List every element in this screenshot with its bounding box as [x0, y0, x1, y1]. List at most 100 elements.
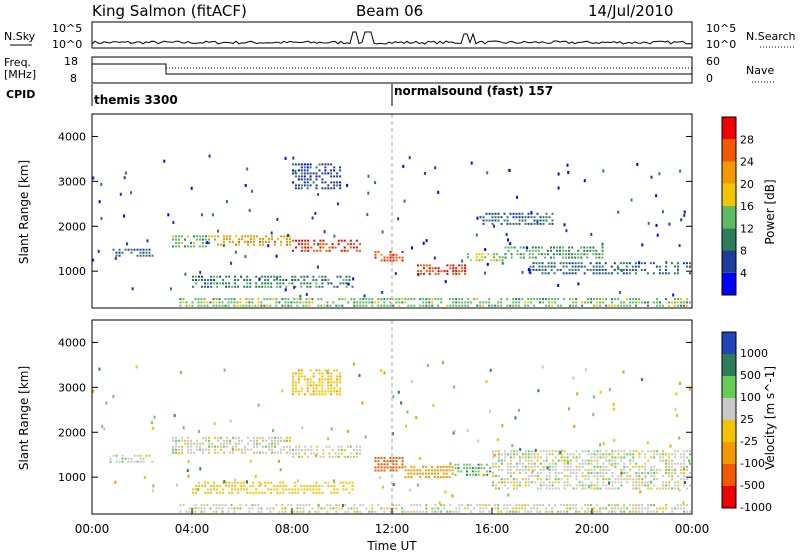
echo-cell	[292, 449, 294, 452]
echo-cell	[380, 507, 383, 510]
echo-cell	[596, 510, 599, 513]
echo-cell	[509, 450, 512, 453]
echo-cell	[644, 468, 647, 471]
echo-speck	[114, 480, 117, 484]
echo-speck	[244, 184, 247, 187]
echo-cell	[330, 169, 333, 172]
echo-cell	[629, 453, 632, 456]
echo-cell	[602, 478, 605, 481]
echo-cell	[436, 472, 439, 475]
echo-cell	[395, 504, 398, 507]
echo-cell	[584, 459, 587, 462]
echo-cell	[220, 442, 222, 445]
echo-cell	[319, 239, 322, 242]
echo-cell	[534, 246, 537, 249]
echo-cell	[237, 481, 240, 484]
echo-cell	[428, 272, 431, 275]
echo-cell	[345, 279, 348, 281]
echo-cell	[328, 452, 331, 455]
echo-cell	[677, 507, 679, 510]
echo-cell	[593, 453, 596, 456]
echo-cell	[306, 485, 309, 487]
echo-cell	[419, 510, 422, 513]
echo-cell	[562, 262, 565, 265]
echo-cell	[303, 181, 306, 184]
echo-speck	[641, 243, 644, 247]
echo-cell	[686, 265, 688, 268]
echo-cell	[593, 510, 596, 513]
echo-cell	[671, 478, 674, 481]
echo-cell	[235, 436, 237, 439]
echo-cell	[383, 298, 386, 301]
echo-cell	[238, 439, 240, 442]
echo-cell	[665, 481, 668, 484]
echo-cell	[404, 301, 407, 304]
echo-cell	[587, 462, 590, 465]
echo-cell	[321, 187, 324, 190]
echo-cell	[560, 450, 563, 453]
echo-cell	[662, 304, 664, 307]
echo-cell	[482, 216, 485, 219]
echo-cell	[584, 484, 587, 487]
echo-cell	[488, 212, 491, 215]
echo-cell	[262, 451, 264, 454]
echo-cell	[605, 298, 608, 301]
echo-cell	[296, 504, 299, 507]
echo-cell	[644, 481, 647, 484]
echo-cell	[277, 238, 279, 241]
echo-cell	[629, 475, 632, 478]
echo-cell	[512, 478, 515, 481]
echo-cell	[476, 304, 479, 307]
echo-cell	[446, 510, 449, 513]
echo-cell	[551, 212, 554, 215]
echo-cell	[312, 375, 315, 378]
echo-cell	[285, 279, 288, 281]
echo-speck	[592, 413, 595, 417]
echo-cell	[306, 285, 309, 288]
echo-cell	[338, 304, 341, 307]
echo-cell	[339, 282, 342, 285]
echo-cell	[250, 439, 252, 442]
echo-cell	[622, 268, 625, 271]
echo-cell	[300, 285, 303, 288]
echo-cell	[569, 465, 572, 468]
echo-speck	[92, 258, 95, 262]
echo-cell	[355, 452, 358, 455]
echo-cell	[527, 462, 530, 465]
echo-cell	[268, 436, 270, 439]
echo-speck	[317, 193, 319, 196]
echo-cell	[614, 481, 617, 484]
echo-cell	[536, 475, 539, 478]
echo-cell	[583, 272, 586, 275]
echo-speck	[383, 371, 386, 375]
echo-speck	[509, 242, 512, 246]
echo-cell	[195, 282, 197, 285]
echo-cell	[258, 481, 261, 484]
echo-cell	[536, 472, 539, 474]
colorbar-swatch	[722, 183, 736, 207]
echo-cell	[488, 304, 491, 307]
echo-cell	[271, 238, 273, 241]
echo-cell	[307, 455, 310, 458]
echo-cell	[232, 436, 234, 439]
echo-cell	[179, 304, 182, 307]
echo-cell	[566, 478, 569, 481]
y-tick-label: 3000	[58, 175, 86, 188]
echo-cell	[539, 222, 542, 225]
echo-cell	[383, 466, 386, 469]
echo-speck	[482, 473, 485, 477]
echo-cell	[422, 301, 425, 304]
echo-cell	[452, 510, 455, 513]
echo-cell	[142, 248, 145, 251]
echo-cell	[245, 301, 248, 304]
echo-cell	[243, 279, 246, 281]
echo-cell	[298, 452, 301, 455]
echo-cell	[312, 372, 315, 375]
echo-cell	[246, 275, 249, 278]
echo-cell	[253, 439, 255, 442]
echo-cell	[256, 442, 258, 445]
echo-cell	[644, 507, 646, 510]
echo-cell	[434, 267, 437, 270]
echo-cell	[602, 484, 605, 487]
echo-cell	[109, 460, 112, 463]
